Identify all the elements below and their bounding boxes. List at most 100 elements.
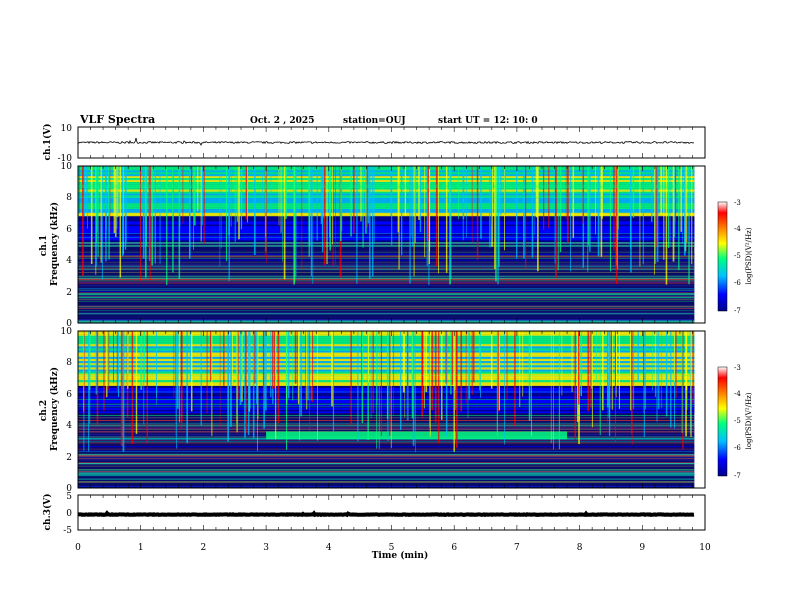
y-tick-label: 0	[66, 484, 72, 494]
colorbar-label: log(PSD)(V²/Hz)	[745, 392, 753, 449]
panel-ch1-waveform: 10 -10 ch.1(V)	[42, 124, 706, 164]
spectrogram-cell	[78, 383, 695, 387]
spectrogram-cell	[78, 410, 695, 414]
colorbar-tick-label: -5	[734, 417, 741, 425]
spectrogram-cell	[78, 177, 695, 181]
spectrogram-cell	[78, 358, 695, 362]
y-tick-label: 6	[66, 225, 72, 235]
spectrogram-cell	[78, 181, 695, 184]
spectrogram-cell	[78, 239, 695, 242]
spectrogram-cell	[78, 200, 695, 204]
y-tick-label: 2	[66, 453, 72, 463]
spectrogram-cell	[78, 193, 695, 196]
x-tick-label: 9	[639, 543, 645, 553]
spectrogram-cell	[78, 231, 695, 235]
spectrogram-cell	[78, 173, 695, 177]
spectrogram-cell	[78, 233, 695, 236]
spectrogram-cell	[78, 194, 695, 198]
spectrogram-cell	[78, 166, 695, 169]
ch3-waveform-ylabel: ch.3(V)	[42, 494, 53, 531]
spectrogram-cell	[78, 230, 695, 233]
emission-band	[266, 431, 568, 440]
spectrogram-cell	[78, 373, 695, 376]
colorbar-ticklabels: -3 -4 -5 -6 -7	[734, 364, 741, 480]
panel-ch1-spectrogram: 0 2 4 6 8 10 ch.1 Frequency (kHz)	[39, 162, 706, 329]
spectrogram-cell	[78, 185, 695, 188]
panel-4-ticks	[77, 495, 706, 530]
x-tick-label: 0	[75, 543, 81, 553]
y-tick-label: 10	[61, 124, 73, 134]
x-tick-label: 7	[514, 543, 520, 553]
spectrogram-cell	[78, 219, 695, 222]
spectrogram-cell	[78, 343, 695, 347]
header-date: Oct. 2 , 2025	[250, 116, 314, 126]
spectrogram-cell	[78, 347, 695, 351]
colorbar-tick-label: -4	[734, 225, 741, 233]
spectrogram-cell	[78, 187, 695, 190]
x-tick-label: 10	[699, 543, 711, 553]
panel-1-ticks	[77, 127, 706, 158]
x-tick-label: 4	[326, 543, 332, 553]
panel-ch2-spectrogram: 0 2 4 6 8 10 ch.2 Frequency (kHz)	[39, 327, 706, 494]
y-tick-label: 0	[66, 319, 72, 329]
spectrogram-cell	[78, 345, 695, 349]
spectrogram-cell	[78, 220, 695, 224]
x-tick-label: 6	[451, 543, 457, 553]
spectrogram-cell	[78, 206, 695, 210]
spectrogram-cell	[78, 171, 695, 175]
spectrogram-cell	[78, 210, 695, 213]
spectrogram-cell	[78, 179, 695, 182]
spectrogram-cell	[78, 189, 695, 192]
ch1-spectrogram-image	[77, 166, 695, 324]
y-tick-label: 8	[66, 358, 72, 368]
ylabel-line-2: Frequency (kHz)	[49, 202, 60, 286]
spectrogram-cell	[78, 371, 695, 374]
colorbar-tick-label: -3	[734, 364, 741, 372]
y-tick-label: 4	[66, 256, 72, 266]
spectrogram-cell	[78, 175, 695, 179]
spectrogram-cell	[78, 364, 695, 368]
spectrogram-cell	[78, 216, 695, 219]
colorbar-label: log(PSD)(V²/Hz)	[745, 227, 753, 284]
colorbar-ch1: -3 -4 -5 -6 -7 log(PSD)(V²/Hz)	[717, 199, 753, 315]
colorbar-tick-label: -6	[734, 279, 741, 287]
spectrogram-cell	[78, 225, 695, 228]
panel-3-yticklabels: 0 2 4 6 8 10	[61, 327, 73, 494]
spectrogram-cell	[78, 392, 695, 395]
colorbar-ticklabels: -3 -4 -5 -6 -7	[734, 199, 741, 315]
spectrogram-cell	[78, 385, 695, 389]
y-tick-label: 5	[66, 492, 72, 502]
spectrogram-cell	[78, 402, 695, 405]
panel-ch3-waveform: 5 0 -5 ch.3(V)	[42, 492, 706, 536]
spectrogram-cell	[78, 381, 695, 385]
spectrogram-cell	[78, 369, 695, 372]
spectrogram-cell	[78, 198, 695, 202]
y-tick-label: 2	[66, 288, 72, 298]
ch1-spectrogram-ylabel: ch.1 Frequency (kHz)	[39, 202, 60, 286]
spectrogram-cell	[78, 238, 695, 241]
ylabel-line-1: ch.1	[39, 235, 49, 256]
spectrogram-cell	[78, 395, 695, 399]
y-tick-label: -10	[58, 154, 73, 164]
colorbar-tick-label: -6	[734, 444, 741, 452]
colorbar-tick-label: -7	[734, 472, 741, 480]
spectrogram-cell	[78, 224, 695, 227]
x-tick-label: 1	[138, 543, 144, 553]
x-tick-label: 5	[389, 543, 395, 553]
panel-3-ticks	[77, 331, 706, 488]
spectrogram-cell	[78, 167, 695, 171]
spectrogram-cell	[78, 366, 695, 370]
header: VLF Spectra Oct. 2 , 2025 station=OUJ st…	[79, 113, 538, 126]
spectrogram-cell	[78, 228, 695, 231]
y-tick-label: 0	[66, 509, 72, 519]
spectrogram-cell	[78, 337, 695, 340]
x-axis: 0 1 2 3 4 5 6 7 8 9 10 Time (min)	[75, 543, 711, 561]
spectrogram-cell	[78, 360, 695, 364]
spectrogram-cell	[78, 202, 695, 206]
y-tick-label: 10	[61, 327, 73, 337]
spectrogram-cell	[78, 362, 695, 366]
spectrogram-cell	[78, 387, 695, 390]
spectrogram-cell	[78, 339, 695, 343]
spectrogram-cell	[78, 375, 695, 378]
